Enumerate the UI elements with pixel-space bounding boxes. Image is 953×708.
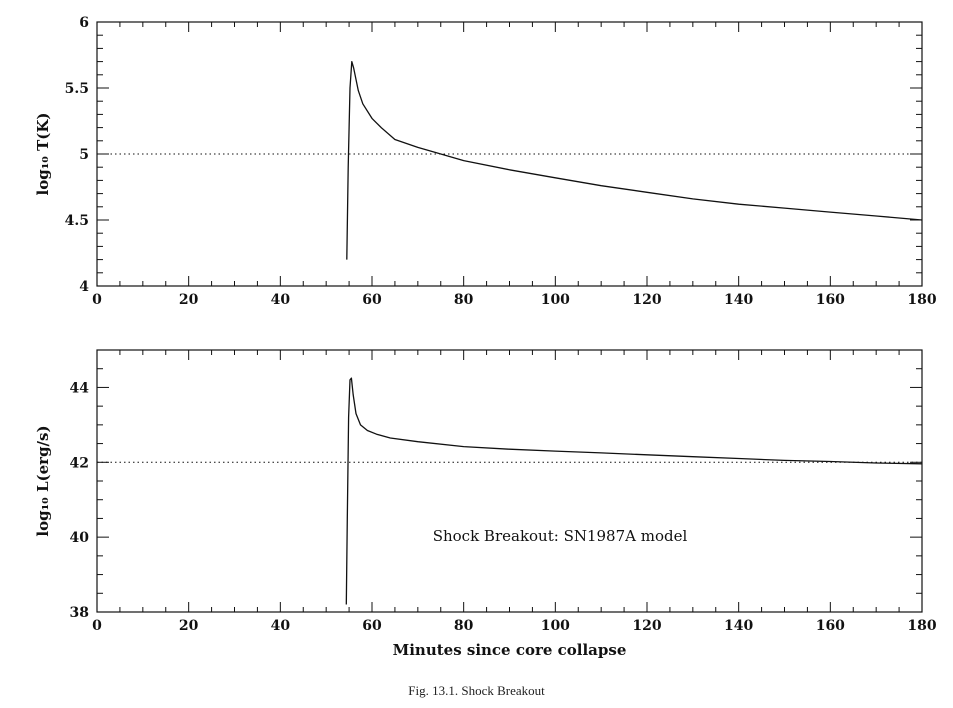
- y-axis-label: log₁₀ T(K): [34, 113, 52, 196]
- x-tick-label: 60: [362, 292, 382, 308]
- x-tick-label: 0: [92, 618, 102, 634]
- figure-caption: Fig. 13.1. Shock Breakout: [408, 683, 545, 698]
- y-tick-label: 42: [70, 455, 89, 471]
- x-tick-label: 20: [179, 618, 199, 634]
- chart-annotation: Shock Breakout: SN1987A model: [433, 527, 688, 545]
- plot-frame: [96, 21, 923, 287]
- x-tick-label: 120: [632, 292, 661, 308]
- y-tick-label: 5.5: [65, 81, 89, 97]
- y-axis-label: log₁₀ L(erg/s): [34, 425, 52, 536]
- x-tick-label: 140: [724, 618, 753, 634]
- y-tick-label: 38: [70, 605, 89, 621]
- x-tick-label: 100: [541, 292, 570, 308]
- y-tick-label: 44: [70, 380, 90, 396]
- y-tick-label: 6: [79, 15, 89, 31]
- x-tick-label: 40: [271, 618, 291, 634]
- y-tick-label: 40: [70, 530, 90, 546]
- series-line: [346, 60, 923, 260]
- series-line: [345, 377, 923, 605]
- y-tick-label: 4: [79, 279, 89, 295]
- x-tick-label: 40: [271, 292, 291, 308]
- x-tick-label: 60: [362, 618, 382, 634]
- temperature-panel: 0 20 40 60 80 100 120 140 160 180 4 4.5 5 5.5 6 log₁₀ T…: [34, 15, 937, 308]
- x-tick-label: 0: [92, 292, 102, 308]
- x-axis-label: Minutes since core collapse: [393, 641, 627, 659]
- y-tick-label: 5: [79, 147, 89, 163]
- x-tick-label: 20: [179, 292, 199, 308]
- x-tick-label: 120: [632, 618, 661, 634]
- x-tick-label: 100: [541, 618, 570, 634]
- x-tick-label: 160: [816, 292, 845, 308]
- x-tick-label: 140: [724, 292, 753, 308]
- x-tick-label: 180: [907, 618, 936, 634]
- plot-frame: [96, 349, 923, 613]
- y-tick-label: 4.5: [65, 213, 89, 229]
- x-tick-label: 180: [907, 292, 936, 308]
- x-tick-label: 160: [816, 618, 845, 634]
- x-tick-label: 80: [454, 292, 474, 308]
- x-tick-label: 80: [454, 618, 474, 634]
- luminosity-panel: 0 20 40 60 80 100 120 140 160 180 38 40 42 44 log₁₀ L(…: [34, 349, 937, 659]
- figure: 0 20 40 60 80 100 120 140 160 180 4 4.5 5 5.5 6 log₁₀ T…: [34, 15, 937, 659]
